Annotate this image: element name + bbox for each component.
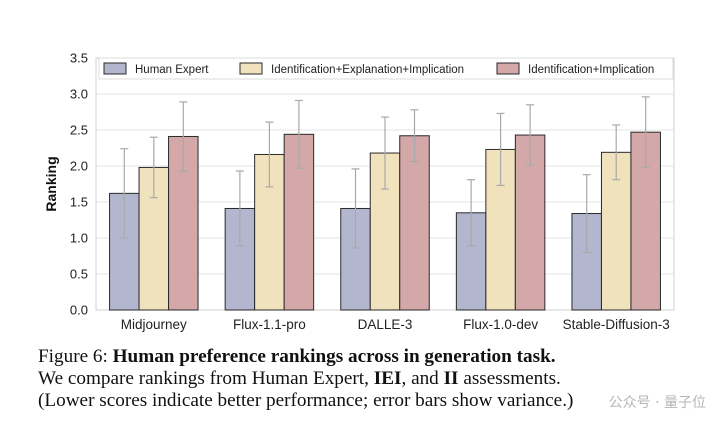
caption-title: Human preference rankings across in gene… [112, 346, 556, 367]
legend-label: Identification+Implication [528, 64, 654, 76]
y-tick-label: 2.0 [70, 159, 88, 174]
legend-label: Identification+Explanation+Implication [271, 64, 464, 76]
x-tick-label: Stable-Diffusion-3 [563, 317, 670, 332]
chart-svg: 0.0 0.5 1.0 1.5 2.0 2.5 3.0 3.5 Ranking Midjourne… [43, 51, 675, 332]
x-tick-label: Flux-1.0-dev [463, 317, 538, 332]
y-tick-label: 1.5 [70, 195, 88, 210]
y-axis-label: Ranking [43, 156, 59, 211]
y-tick-label: 3.5 [70, 51, 88, 66]
x-tick-label: Midjourney [121, 317, 187, 332]
bar [399, 135, 430, 311]
legend-label: Human Expert [135, 64, 209, 76]
caption-line-2: We compare rankings from Human Expert, I… [38, 368, 708, 390]
y-tick-label: 2.5 [70, 123, 88, 138]
caption-ii: II [443, 368, 459, 389]
legend-swatch [103, 62, 127, 75]
bar [109, 192, 140, 311]
figure-caption: Figure 6: Human preference rankings acro… [38, 346, 708, 412]
caption-iei: IEI [373, 368, 402, 389]
caption-line-1: Figure 6: Human preference rankings acro… [38, 346, 708, 368]
caption-line-2-mid: , and [401, 368, 444, 389]
y-tick-label: 0.0 [70, 303, 88, 318]
legend-swatch [496, 62, 520, 75]
y-tick-label: 1.0 [70, 231, 88, 246]
caption-line-2-pre: We compare rankings from Human Expert, [38, 368, 374, 389]
caption-line-2-post: assessments. [458, 368, 561, 389]
legend-swatch [239, 62, 263, 75]
watermark: 公众号 · 量子位 [608, 395, 706, 411]
x-tick-label: DALLE-3 [358, 317, 413, 332]
x-tick-label: Flux-1.1-pro [233, 317, 306, 332]
y-tick-label: 0.5 [70, 267, 88, 282]
y-tick-label: 3.0 [70, 87, 88, 102]
caption-figure-label: Figure 6: [38, 346, 113, 367]
bar-chart: 0.0 0.5 1.0 1.5 2.0 2.5 3.0 3.5 Ranking Midjourne… [43, 51, 675, 332]
caption-line-3: (Lower scores indicate better performanc… [38, 390, 574, 411]
